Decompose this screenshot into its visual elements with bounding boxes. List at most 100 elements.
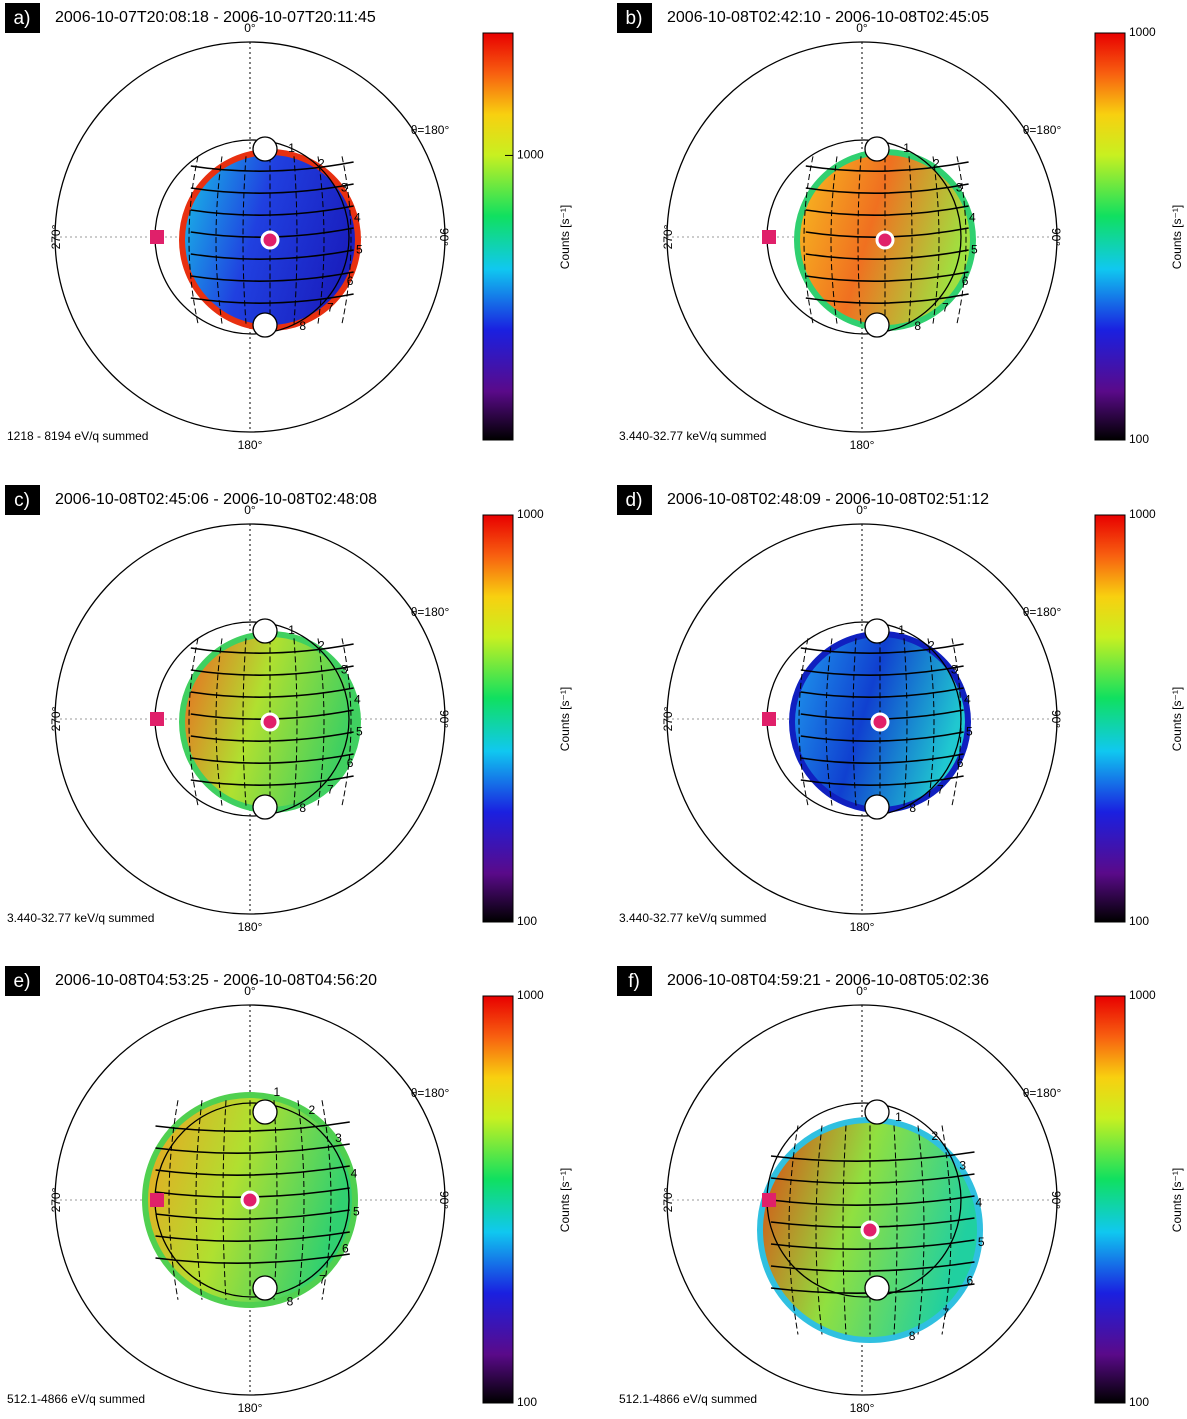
angle-label: 90° bbox=[1049, 710, 1063, 728]
panel-label-box bbox=[5, 3, 40, 33]
anode-line bbox=[805, 271, 969, 282]
colorbar-tick-label: 1000 bbox=[1129, 25, 1156, 39]
colorbar-label: Counts [s⁻¹] bbox=[558, 1168, 572, 1232]
sector-line bbox=[825, 638, 833, 806]
panel-title: 2006-10-08T04:53:25 - 2006-10-08T04:56:2… bbox=[55, 972, 377, 989]
angle-label: 180° bbox=[850, 1401, 875, 1414]
colorbar-label: Counts [s⁻¹] bbox=[1170, 687, 1184, 751]
marker-circle bbox=[860, 1220, 880, 1240]
panel-label: d) bbox=[626, 490, 643, 511]
anode-line bbox=[800, 731, 964, 742]
energy-label: 3.440-32.77 keV/q summed bbox=[619, 429, 766, 443]
angle-label: 180° bbox=[238, 438, 263, 452]
anode-label: 4 bbox=[964, 692, 971, 706]
anode-line bbox=[800, 753, 964, 764]
anode-line bbox=[190, 731, 354, 742]
colorbar bbox=[482, 514, 514, 923]
angle-label: 90° bbox=[1049, 1191, 1063, 1209]
notch bbox=[864, 1099, 890, 1125]
anode-label: 4 bbox=[969, 210, 976, 224]
angle-label: θ=180° bbox=[411, 123, 450, 137]
anode-label: 4 bbox=[975, 1195, 982, 1209]
angle-label: 90° bbox=[437, 228, 451, 246]
angle-label: 0° bbox=[856, 984, 868, 998]
anode-label: 7 bbox=[327, 782, 334, 796]
notch bbox=[252, 618, 278, 644]
anode-line bbox=[190, 775, 354, 786]
anode-label: 3 bbox=[956, 180, 963, 194]
sector-line bbox=[798, 638, 809, 806]
colorbar-label: Counts [s⁻¹] bbox=[1170, 205, 1184, 269]
anode-line bbox=[770, 1239, 975, 1250]
sector-line bbox=[215, 638, 223, 806]
anode-label: 6 bbox=[967, 1273, 974, 1287]
sector-line bbox=[222, 1100, 227, 1300]
notch bbox=[864, 618, 890, 644]
anode-label: 5 bbox=[356, 725, 363, 739]
anode-label: 2 bbox=[318, 638, 325, 652]
anode-label: 2 bbox=[318, 156, 325, 170]
angle-label: 0° bbox=[244, 21, 256, 35]
sector-line bbox=[293, 638, 298, 806]
energy-label: 3.440-32.77 keV/q summed bbox=[619, 911, 766, 925]
panel-label: c) bbox=[14, 490, 30, 511]
sector-line bbox=[842, 1125, 847, 1335]
sector-line bbox=[852, 638, 857, 806]
angle-label: θ=180° bbox=[411, 1086, 450, 1100]
panel: d) 2006-10-08T02:48:09 - 2006-10-08T02:51… bbox=[617, 485, 1184, 934]
anode-label: 1 bbox=[898, 623, 905, 637]
notch bbox=[252, 136, 278, 162]
anode-label: 2 bbox=[308, 1103, 315, 1117]
angle-label: 0° bbox=[244, 984, 256, 998]
panel-label: b) bbox=[626, 8, 643, 29]
anode-line bbox=[770, 1151, 975, 1162]
anode-label: 4 bbox=[351, 1166, 358, 1180]
anode-label: 3 bbox=[341, 662, 348, 676]
angle-label: 270° bbox=[49, 1187, 63, 1212]
angle-label: 90° bbox=[437, 1191, 451, 1209]
anode-label: 1 bbox=[895, 1110, 902, 1124]
marker-square bbox=[762, 230, 776, 244]
sector-line bbox=[242, 638, 247, 806]
anode-label: 7 bbox=[319, 1272, 326, 1286]
panel: e) 2006-10-08T04:53:25 - 2006-10-08T04:56… bbox=[5, 966, 572, 1415]
panel: f) 2006-10-08T04:59:21 - 2006-10-08T05:02… bbox=[617, 966, 1184, 1415]
anode-label: 5 bbox=[353, 1205, 360, 1219]
panel-title: 2006-10-08T02:42:10 - 2006-10-08T02:45:0… bbox=[667, 9, 989, 26]
notch bbox=[252, 794, 278, 820]
anode-label: 4 bbox=[354, 210, 361, 224]
notch bbox=[252, 1099, 278, 1125]
anode-label: 7 bbox=[943, 1306, 950, 1320]
marker-circle bbox=[875, 230, 895, 250]
panel-label-box bbox=[5, 966, 40, 996]
colorbar-tick-label: 100 bbox=[1129, 914, 1149, 928]
anode-label: 1 bbox=[274, 1085, 281, 1099]
sector-line bbox=[215, 156, 223, 324]
marker-square bbox=[762, 1193, 776, 1207]
angle-label: 90° bbox=[437, 710, 451, 728]
sector-line bbox=[857, 156, 862, 324]
panel: c) 2006-10-08T02:45:06 - 2006-10-08T02:48… bbox=[5, 485, 572, 934]
angle-label: 0° bbox=[856, 503, 868, 517]
notch bbox=[864, 136, 890, 162]
angle-label: θ=180° bbox=[1023, 1086, 1062, 1100]
anode-label: 6 bbox=[957, 756, 964, 770]
anode-label: 3 bbox=[341, 180, 348, 194]
colorbar-label: Counts [s⁻¹] bbox=[558, 687, 572, 751]
anode-line bbox=[190, 665, 354, 676]
energy-label: 512.1-4866 eV/q summed bbox=[7, 1392, 145, 1406]
sector-line bbox=[927, 638, 935, 806]
sector-line bbox=[317, 156, 325, 324]
panel-title: 2006-10-07T20:08:18 - 2006-10-07T20:11:4… bbox=[55, 9, 376, 26]
sector-line bbox=[788, 1125, 799, 1335]
sector-line bbox=[893, 1125, 898, 1335]
anode-line bbox=[155, 1209, 350, 1220]
anode-line bbox=[770, 1195, 975, 1206]
sector-line bbox=[341, 156, 352, 324]
anode-label: 2 bbox=[932, 1129, 939, 1143]
sector-line bbox=[188, 638, 199, 806]
anode-line bbox=[190, 183, 354, 194]
anode-label: 8 bbox=[299, 319, 306, 333]
colorbar bbox=[482, 995, 514, 1404]
